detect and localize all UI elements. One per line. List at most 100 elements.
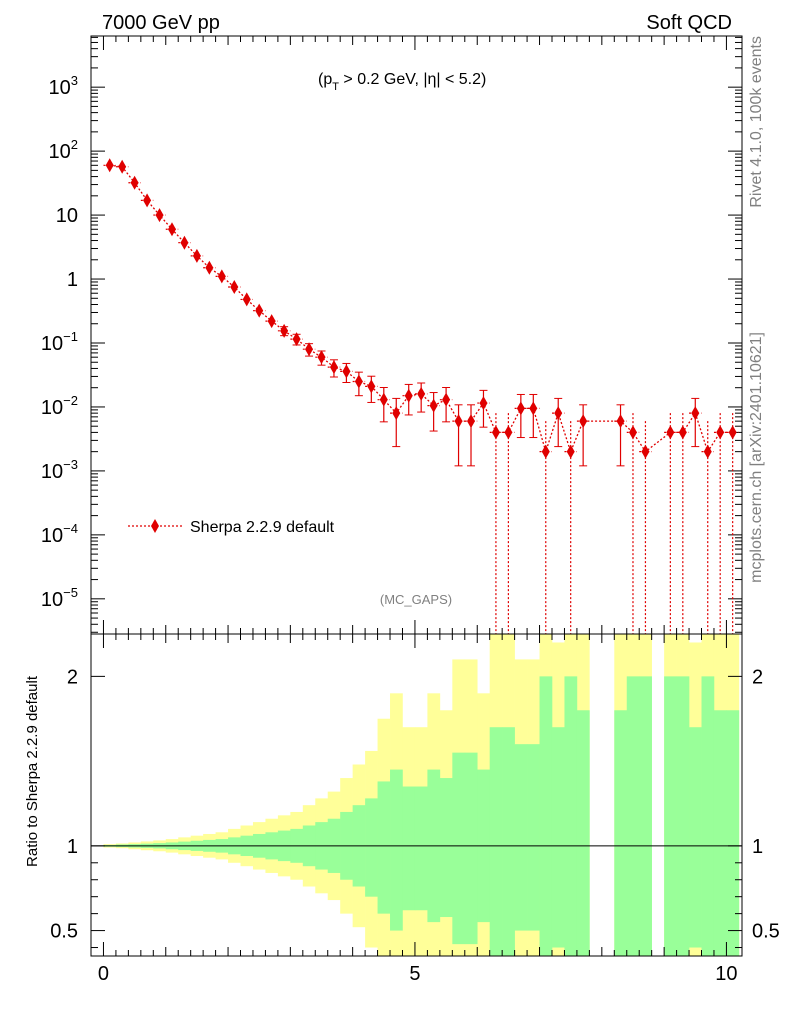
data-point <box>255 303 264 318</box>
ratio-bands <box>103 634 740 956</box>
x-tick-labels: 0 5 10 <box>98 963 738 985</box>
data-point <box>678 425 687 440</box>
inner-band-bin <box>539 676 553 956</box>
data-point <box>155 208 164 223</box>
data-point <box>242 292 251 307</box>
plot-title: (pT > 0.2 GeV, |η| < 5.2) <box>318 71 486 93</box>
data-point <box>429 398 438 413</box>
inner-band-bin <box>502 727 515 956</box>
data-point <box>192 248 201 263</box>
data-point <box>628 425 637 440</box>
inner-band-bin <box>676 676 690 956</box>
main-plot-frame <box>90 35 743 635</box>
title-p: (p <box>318 71 332 88</box>
x-tick-label: 5 <box>409 963 420 985</box>
data-point <box>392 406 401 421</box>
data-point <box>716 425 725 440</box>
data-point <box>554 406 563 421</box>
ratio-y-tick-labels: 0.5 0.5 1 1 2 2 <box>50 666 780 942</box>
ratio-plot-frame <box>90 633 743 957</box>
data-point <box>728 425 737 440</box>
header-left: 7000 GeV pp <box>102 12 220 34</box>
data-point <box>666 425 675 440</box>
y-tick-label: 10−1 <box>41 329 78 355</box>
inner-band-bin <box>639 676 652 956</box>
data-point <box>305 342 314 357</box>
data-point <box>691 406 700 421</box>
inner-band-bin <box>402 786 416 911</box>
data-point <box>118 159 127 174</box>
y-tick-label: 10−2 <box>41 393 78 419</box>
inner-band-bin <box>439 778 453 918</box>
data-point <box>579 414 588 429</box>
data-point <box>566 444 575 459</box>
inner-band-bin <box>614 710 628 956</box>
legend: Sherpa 2.2.9 default <box>128 519 335 536</box>
legend-label: Sherpa 2.2.9 default <box>190 519 335 536</box>
inner-band-bin <box>726 710 740 956</box>
data-point <box>516 401 525 416</box>
data-point <box>317 350 326 365</box>
inner-band-bin <box>452 752 466 945</box>
y-tick-label: 10−5 <box>41 585 78 611</box>
y-tick-label: 102 <box>49 137 78 163</box>
data-point <box>703 444 712 459</box>
watermark: (MC_GAPS) <box>380 592 452 607</box>
data-point <box>230 280 239 295</box>
inner-band-bin <box>527 744 540 931</box>
ratio-y-tick-label: 2 <box>67 666 78 688</box>
data-point <box>529 401 538 416</box>
inner-band-bin <box>689 727 702 948</box>
ratio-y-tick-label: 1 <box>67 836 78 858</box>
mc-series <box>103 158 739 634</box>
ratio-ticks <box>91 634 742 956</box>
data-point <box>167 222 176 237</box>
inner-band-bin <box>514 744 528 931</box>
data-point <box>491 425 500 440</box>
data-point <box>130 175 139 190</box>
data-point <box>454 414 463 429</box>
data-point <box>205 260 214 275</box>
data-point <box>404 388 413 403</box>
x-tick-label: 10 <box>715 963 737 985</box>
data-point <box>616 414 625 429</box>
data-point <box>417 386 426 401</box>
y-tick-label: 10 <box>56 205 78 227</box>
data-point <box>504 425 513 440</box>
data-point <box>641 444 650 459</box>
x-tick-label: 0 <box>98 963 109 985</box>
ratio-y-tick-label: 0.5 <box>50 921 78 943</box>
inner-band-bin <box>365 798 378 897</box>
data-point <box>354 374 363 389</box>
inner-band-bin <box>564 676 578 956</box>
y-tick-label: 10−3 <box>41 457 78 483</box>
data-point <box>329 360 338 375</box>
data-point <box>479 396 488 411</box>
legend-marker <box>151 519 159 533</box>
inner-band-bin <box>664 676 677 956</box>
title-subscript: T <box>332 81 339 93</box>
inner-band-bin <box>626 676 640 956</box>
inner-band-bin <box>489 727 503 956</box>
data-point <box>292 332 301 347</box>
y-tick-label: 103 <box>49 73 78 99</box>
ratio-y-tick-label-right: 1 <box>752 836 763 858</box>
inner-band-bin <box>713 710 727 956</box>
header-right: Soft QCD <box>646 12 732 34</box>
side-label-bottom: mcplots.cern.ch [arXiv:2401.10621] <box>748 332 765 583</box>
ratio-panel: 0.5 0.5 1 1 2 2 0 5 10 Ratio to Sherpa 2.2.9 de… <box>24 633 780 985</box>
data-point <box>367 379 376 394</box>
ratio-y-tick-label-right: 0.5 <box>752 921 780 943</box>
data-point <box>467 414 476 429</box>
data-point <box>379 392 388 407</box>
y-tick-label: 10−4 <box>41 521 78 547</box>
data-point <box>342 364 351 379</box>
data-point <box>442 392 451 407</box>
data-point <box>217 269 226 284</box>
inner-band-bin <box>414 786 428 911</box>
ratio-y-tick-label-right: 2 <box>752 666 763 688</box>
data-point <box>267 314 276 329</box>
ratio-ylabel: Ratio to Sherpa 2.2.9 default <box>24 675 41 867</box>
